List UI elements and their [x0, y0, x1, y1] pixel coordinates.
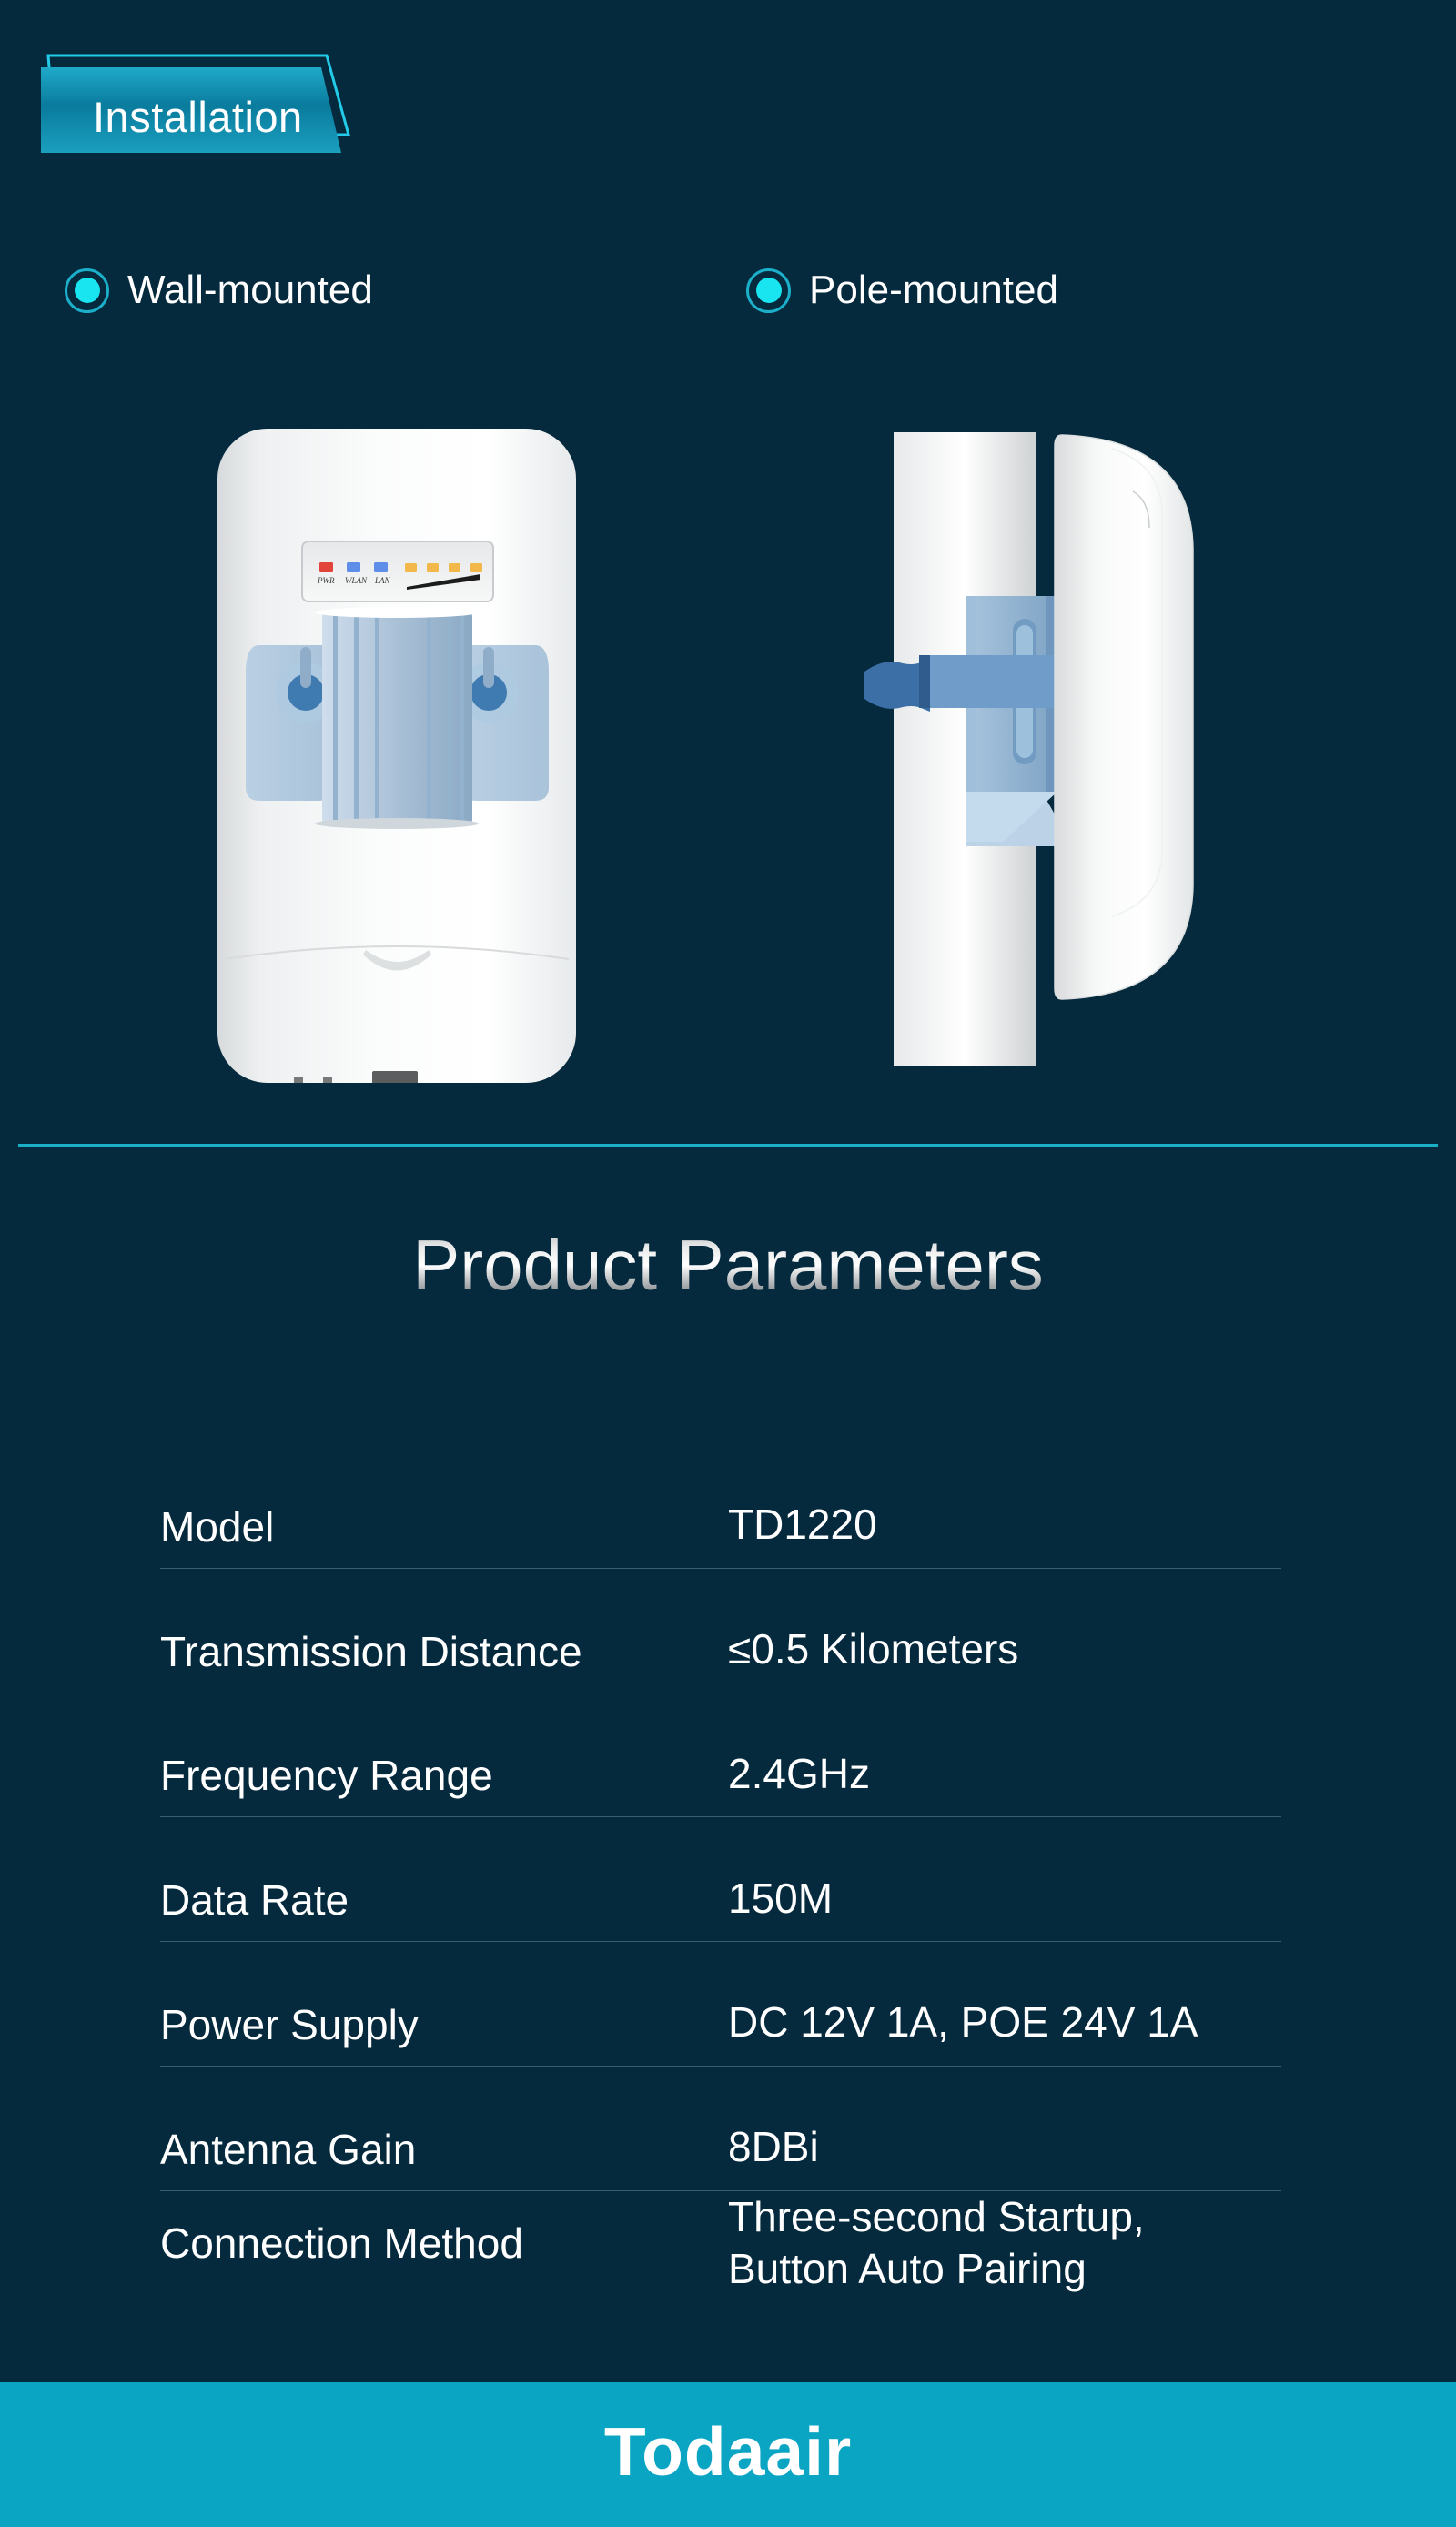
- svg-text:WLAN: WLAN: [345, 576, 368, 585]
- svg-text:LAN: LAN: [374, 576, 391, 585]
- svg-text:PWR: PWR: [317, 576, 335, 585]
